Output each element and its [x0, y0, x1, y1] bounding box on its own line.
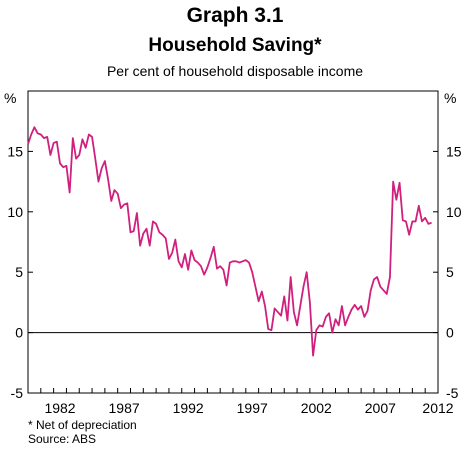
y-tick-label-left: 0 [15, 325, 23, 341]
y-tick-label-right: 0 [446, 325, 454, 341]
y-tick-label-left: 15 [7, 143, 23, 159]
x-tick-label: 1992 [173, 400, 204, 416]
axes: -5 -5 0 0 5 5 10 10 15 15 1982 1987 1992 1997 2002 2007… [7, 143, 461, 416]
plot-frame [27, 90, 439, 394]
y-tick-label-right: 15 [446, 143, 462, 159]
series-layer [27, 126, 432, 357]
x-tick-label: 2002 [301, 400, 332, 416]
unit-right: % [444, 90, 456, 106]
x-tick-label: 1982 [44, 400, 75, 416]
x-tick-label: 1987 [109, 400, 140, 416]
y-tick-label-left: -5 [11, 385, 24, 401]
y-axis-label: Per cent of household disposable income [106, 63, 364, 79]
y-tick-label-left: 5 [15, 264, 23, 280]
y-tick-label-right: -5 [446, 385, 459, 401]
y-tick-label-right: 5 [446, 264, 454, 280]
x-tick-label: 2007 [365, 400, 396, 416]
x-tick-label: 2012 [422, 400, 453, 416]
unit-left: % [4, 90, 16, 106]
series-line [27, 126, 432, 357]
y-tick-label-left: 10 [7, 204, 23, 220]
y-tick-label-right: 10 [446, 204, 462, 220]
chart-subtitle: Household Saving* [148, 35, 322, 56]
footnote: * Net of depreciation [28, 418, 137, 432]
chart-title: Graph 3.1 [186, 4, 284, 27]
x-tick-label: 1997 [237, 400, 268, 416]
source-note: Source: ABS [28, 432, 97, 446]
